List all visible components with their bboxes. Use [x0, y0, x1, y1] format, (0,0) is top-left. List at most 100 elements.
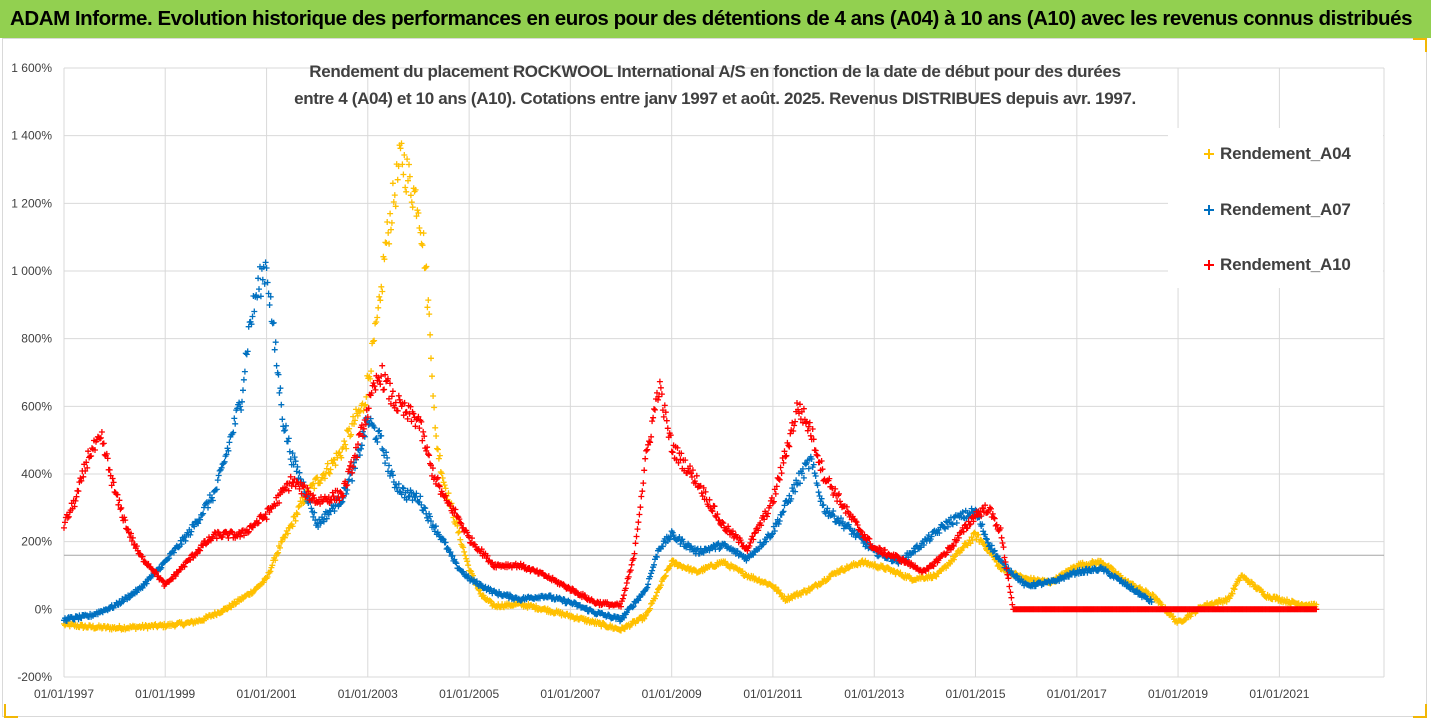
data-point — [657, 582, 664, 589]
data-point — [936, 530, 943, 536]
data-point — [852, 518, 859, 525]
data-point — [973, 536, 980, 543]
data-point — [775, 521, 782, 527]
data-point — [237, 533, 244, 540]
data-point — [879, 550, 885, 557]
data-point — [700, 549, 707, 556]
data-point — [652, 595, 658, 602]
data-point — [689, 474, 695, 480]
data-point — [768, 531, 775, 538]
data-point — [115, 501, 122, 508]
data-point — [764, 513, 770, 520]
data-point — [368, 368, 375, 375]
data-point — [405, 493, 412, 500]
data-point — [398, 491, 405, 498]
data-point — [272, 557, 279, 564]
data-point — [145, 560, 152, 567]
data-point — [662, 409, 669, 416]
legend-marker-a07 — [1204, 205, 1214, 215]
data-point — [854, 522, 861, 528]
data-point — [664, 425, 671, 432]
data-point — [276, 389, 283, 396]
x-tick-label: 01/01/2003 — [338, 687, 398, 701]
data-point — [798, 408, 805, 415]
data-point — [424, 304, 431, 311]
data-point — [421, 504, 428, 511]
data-point — [988, 542, 995, 549]
data-point — [975, 531, 982, 538]
data-point — [248, 321, 255, 328]
data-point — [349, 469, 356, 476]
data-point — [378, 373, 385, 380]
data-point — [655, 396, 661, 403]
data-point — [356, 408, 363, 415]
data-point — [287, 473, 294, 480]
data-point — [456, 516, 463, 523]
data-point — [693, 472, 700, 479]
data-point — [391, 192, 398, 199]
data-point — [663, 417, 670, 424]
data-point — [340, 492, 347, 499]
data-point — [200, 510, 207, 517]
data-point — [1001, 554, 1008, 561]
data-point — [311, 494, 318, 501]
data-point — [304, 485, 311, 491]
data-point — [460, 544, 467, 551]
data-point — [127, 594, 134, 601]
data-point — [350, 463, 357, 470]
data-point — [650, 414, 657, 421]
data-point — [353, 406, 359, 413]
data-point — [428, 355, 434, 362]
data-point — [912, 548, 919, 555]
data-point — [240, 376, 247, 383]
data-point — [982, 531, 989, 538]
data-point — [267, 293, 274, 300]
data-point — [381, 386, 388, 393]
data-point — [402, 184, 409, 191]
data-point — [1251, 582, 1258, 589]
data-point — [1150, 592, 1157, 599]
data-point — [941, 524, 948, 531]
data-point — [128, 530, 134, 537]
data-point — [361, 417, 368, 423]
data-point — [373, 435, 380, 442]
data-point — [959, 509, 966, 516]
data-point — [442, 492, 449, 499]
data-point — [403, 496, 410, 503]
data-point — [414, 207, 421, 214]
data-point — [325, 511, 332, 518]
data-point — [746, 543, 753, 549]
y-tick-label: -200% — [17, 670, 52, 684]
data-point — [136, 550, 143, 557]
x-tick-label: 01/01/1997 — [34, 687, 94, 701]
data-point — [858, 528, 865, 535]
data-point — [897, 569, 904, 576]
data-point — [765, 510, 771, 517]
data-point — [767, 502, 773, 509]
data-point — [431, 404, 438, 411]
data-point — [662, 572, 669, 579]
data-point — [389, 388, 396, 395]
data-point — [861, 531, 868, 538]
data-point — [371, 424, 378, 431]
data-point — [381, 256, 388, 263]
data-point — [533, 602, 540, 609]
data-point — [382, 371, 389, 378]
data-point — [362, 401, 369, 408]
data-point — [241, 368, 248, 375]
data-point — [358, 442, 365, 449]
data-point — [298, 490, 305, 497]
data-point — [771, 528, 778, 534]
data-point — [420, 428, 427, 435]
data-point — [417, 493, 424, 500]
data-point — [62, 519, 68, 526]
data-point — [791, 422, 798, 429]
chart-title-line-2: entre 4 (A04) et 10 ans (A10). Cotations… — [294, 89, 1136, 108]
data-point — [371, 383, 378, 390]
data-point — [648, 600, 655, 607]
data-point — [429, 373, 435, 380]
data-point — [785, 442, 792, 449]
data-point — [643, 447, 650, 454]
data-point — [197, 516, 204, 523]
data-point — [433, 433, 440, 439]
